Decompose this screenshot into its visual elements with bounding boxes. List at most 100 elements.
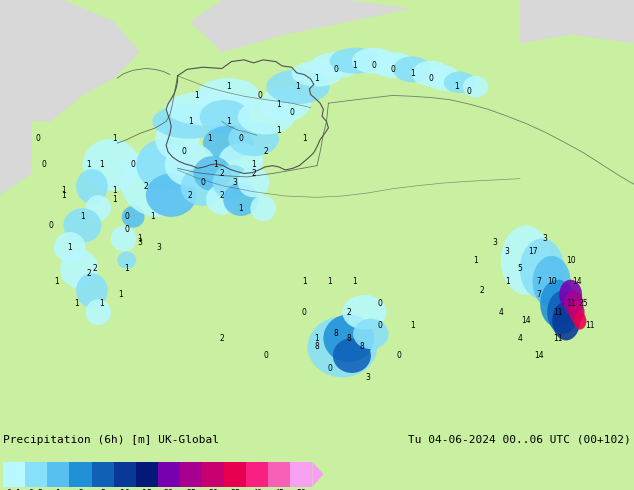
Text: Precipitation (6h) [m] UK-Global: Precipitation (6h) [m] UK-Global (3, 435, 219, 445)
Ellipse shape (76, 273, 108, 308)
Text: 0: 0 (372, 61, 377, 70)
Bar (70, 462, 91, 487)
Text: 1: 1 (213, 160, 218, 169)
Bar (224, 462, 246, 487)
Ellipse shape (165, 143, 216, 187)
Text: 14: 14 (521, 317, 531, 325)
Text: 0: 0 (378, 299, 383, 308)
Text: 3: 3 (137, 238, 142, 247)
Ellipse shape (552, 301, 580, 341)
Ellipse shape (342, 295, 387, 330)
Text: 3: 3 (492, 238, 497, 247)
Text: 2: 2 (251, 169, 256, 178)
Text: 11: 11 (585, 321, 594, 330)
Ellipse shape (292, 61, 342, 87)
Bar (25, 462, 48, 487)
Text: 0: 0 (467, 87, 472, 96)
Ellipse shape (206, 184, 238, 215)
Text: 1: 1 (410, 321, 415, 330)
Text: 1: 1 (194, 91, 199, 100)
Ellipse shape (371, 52, 415, 78)
Text: 50: 50 (296, 489, 306, 490)
Ellipse shape (212, 165, 250, 199)
Text: 0: 0 (391, 65, 396, 74)
Ellipse shape (250, 195, 276, 221)
Text: 1: 1 (314, 334, 320, 343)
Text: 1: 1 (118, 291, 123, 299)
Text: 4: 4 (498, 308, 503, 317)
Bar (268, 462, 290, 487)
Ellipse shape (333, 338, 371, 373)
Text: 0: 0 (429, 74, 434, 82)
Text: 7: 7 (536, 277, 541, 286)
Ellipse shape (146, 173, 197, 217)
Ellipse shape (533, 256, 571, 308)
Text: 2: 2 (219, 169, 224, 178)
Text: 35: 35 (230, 489, 240, 490)
Text: 0: 0 (257, 91, 262, 100)
Text: 0: 0 (36, 134, 41, 143)
Ellipse shape (200, 100, 250, 134)
Text: 1: 1 (150, 212, 155, 221)
Ellipse shape (569, 301, 585, 323)
Text: 1: 1 (188, 117, 193, 126)
Text: 1: 1 (112, 186, 117, 196)
Text: 1: 1 (56, 489, 61, 490)
Text: 11: 11 (553, 308, 562, 317)
Text: 8: 8 (333, 329, 339, 339)
Ellipse shape (197, 78, 260, 113)
Ellipse shape (203, 126, 254, 160)
Ellipse shape (520, 239, 564, 299)
Bar (113, 462, 136, 487)
Text: 0: 0 (238, 134, 243, 143)
Ellipse shape (559, 280, 582, 310)
Text: 2: 2 (188, 191, 193, 199)
Ellipse shape (120, 147, 197, 217)
Text: 2: 2 (219, 191, 224, 199)
Bar (246, 462, 268, 487)
Ellipse shape (152, 104, 228, 139)
Text: 20: 20 (164, 489, 174, 490)
Text: 2: 2 (219, 334, 224, 343)
Polygon shape (313, 462, 323, 487)
Ellipse shape (219, 143, 263, 178)
Text: 1: 1 (112, 134, 117, 143)
Text: 0: 0 (124, 212, 129, 221)
Text: 10: 10 (120, 489, 130, 490)
Ellipse shape (412, 61, 450, 87)
Text: 1: 1 (295, 82, 301, 91)
Ellipse shape (547, 291, 579, 334)
Bar (3, 462, 25, 487)
Text: 0: 0 (397, 351, 402, 360)
Ellipse shape (86, 195, 111, 221)
Text: 14: 14 (572, 277, 582, 286)
Text: 0: 0 (302, 308, 307, 317)
Text: 0: 0 (289, 108, 294, 117)
Text: 5: 5 (517, 265, 522, 273)
Ellipse shape (330, 48, 380, 74)
Ellipse shape (393, 56, 431, 82)
Ellipse shape (323, 315, 374, 362)
Text: 0: 0 (181, 147, 186, 156)
Text: 45: 45 (275, 489, 284, 490)
Ellipse shape (311, 52, 361, 78)
Text: 0: 0 (200, 178, 205, 187)
Text: 3: 3 (156, 243, 161, 252)
Text: 0: 0 (124, 225, 129, 234)
Text: 8: 8 (314, 343, 320, 351)
Text: 1: 1 (353, 61, 358, 70)
Ellipse shape (181, 167, 225, 206)
Ellipse shape (54, 232, 86, 262)
Ellipse shape (193, 156, 231, 191)
Text: 0.5: 0.5 (29, 489, 44, 490)
Polygon shape (0, 0, 139, 122)
Text: 1: 1 (226, 117, 231, 126)
Ellipse shape (63, 208, 101, 243)
Bar (48, 462, 70, 487)
Text: 1: 1 (74, 299, 79, 308)
Text: 1: 1 (314, 74, 320, 82)
Text: 0: 0 (42, 160, 47, 169)
Text: 10: 10 (547, 277, 557, 286)
Text: 1: 1 (55, 277, 60, 286)
Text: 40: 40 (252, 489, 262, 490)
